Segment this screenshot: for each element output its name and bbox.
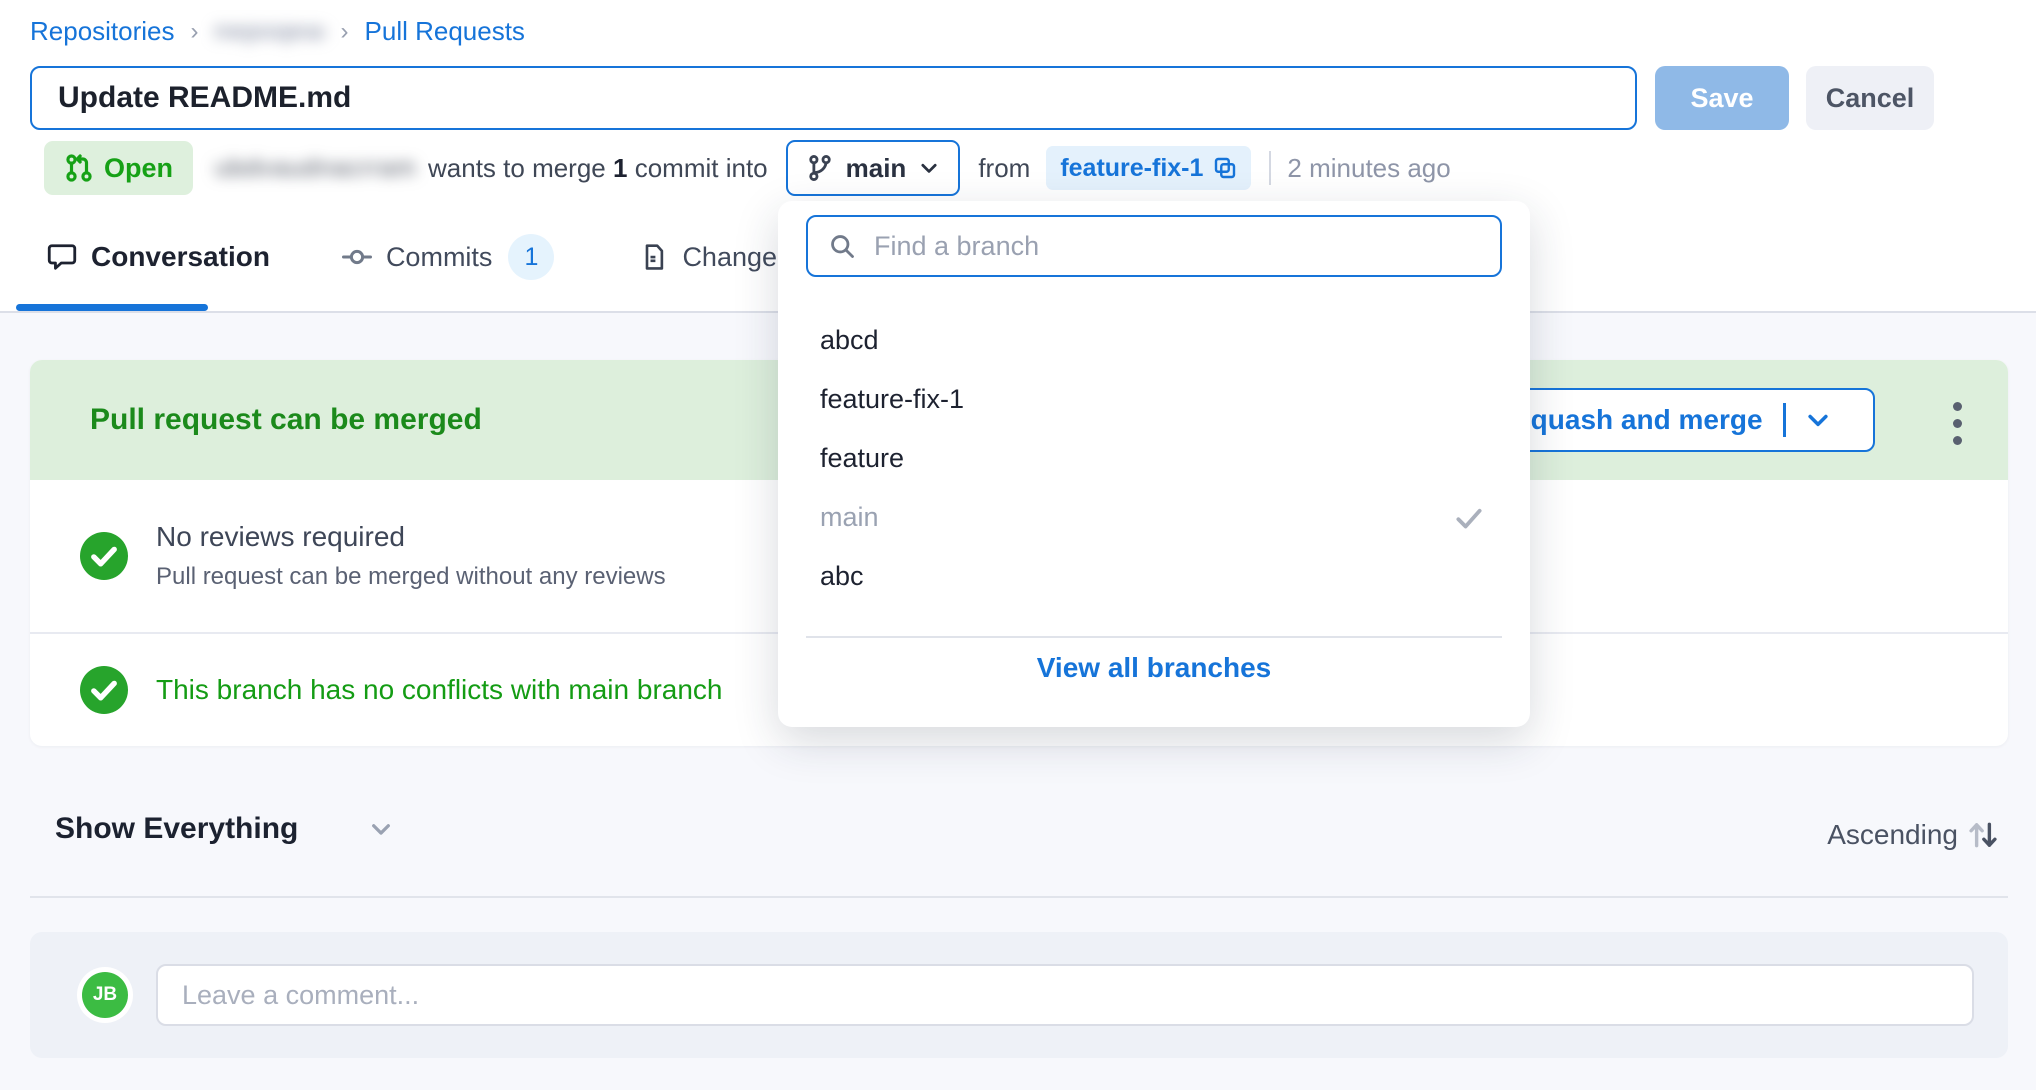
panel-divider (806, 636, 1502, 638)
branch-search (806, 215, 1502, 277)
sort-order-label: Ascending (1827, 819, 1958, 850)
breadcrumb-repo-name-redacted[interactable]: nepoqeam (214, 17, 325, 45)
chevron-down-icon (372, 824, 391, 835)
avatar: JB (82, 972, 128, 1018)
breadcrumb-pull-requests[interactable]: Pull Requests (364, 16, 525, 46)
status-badge: Open (44, 141, 194, 195)
tab-conversation[interactable]: Conversation (47, 241, 270, 273)
tab-changes-label: Change (682, 241, 778, 272)
head-branch-label: feature-fix-1 (1060, 153, 1204, 182)
author-name-redacted: ubdvaudnacrram (215, 153, 417, 182)
base-branch-dropdown[interactable]: main (785, 140, 961, 196)
search-icon (831, 235, 854, 258)
breadcrumb: Repositories › nepoqeam › Pull Requests (30, 16, 525, 47)
show-filter-dropdown[interactable]: Show Everything (55, 812, 394, 846)
merge-button-label: Squash and merge (1512, 404, 1763, 435)
tab-conversation-label: Conversation (91, 241, 270, 272)
timestamp: 2 minutes ago (1287, 152, 1451, 183)
check-circle-icon (80, 532, 128, 580)
branch-option-feature[interactable]: feature (820, 443, 905, 473)
pr-meta-row: Open ubdvaudnacrram wants to merge 1 com… (44, 140, 1451, 196)
status-label: Open (104, 152, 174, 183)
sort-order-toggle[interactable]: Ascending (1827, 818, 2000, 852)
commit-icon (341, 249, 372, 265)
breadcrumb-repositories[interactable]: Repositories (30, 16, 175, 46)
review-status-row: No reviews required Pull request can be … (30, 480, 2008, 632)
chevron-down-icon[interactable] (1804, 406, 1832, 434)
breadcrumb-separator: › (190, 17, 199, 45)
review-status-subtitle: Pull request can be merged without any r… (156, 563, 666, 590)
merge-banner-title: Pull request can be merged (90, 403, 482, 436)
review-status-title: No reviews required (156, 521, 405, 552)
copy-icon[interactable] (1213, 156, 1237, 180)
tab-changes[interactable]: Change (640, 242, 777, 273)
show-filter-label: Show Everything (55, 812, 299, 845)
tab-commits-label: Commits (385, 241, 493, 272)
sort-arrows-icon (1969, 822, 1997, 848)
branch-option-feature-fix-1[interactable]: feature-fix-1 (820, 384, 965, 414)
base-branch-label: main (845, 152, 907, 183)
merge-sentence: wants to merge 1 commit into (428, 152, 768, 183)
speech-bubble-icon (47, 244, 77, 270)
branch-list: abcd feature-fix-1 feature main abc (778, 311, 1530, 606)
active-tab-underline (16, 304, 208, 311)
branch-search-input[interactable] (872, 220, 1500, 272)
chevron-down-icon (921, 163, 937, 173)
git-branch-icon (808, 155, 831, 181)
comment-input[interactable] (156, 964, 1974, 1026)
cancel-button[interactable]: Cancel (1806, 66, 1934, 130)
check-circle-icon (80, 666, 128, 714)
branch-option-main-selected[interactable]: main (778, 488, 1530, 547)
document-icon (646, 244, 664, 270)
branch-dropdown-panel: abcd feature-fix-1 feature main abc View… (778, 201, 1530, 727)
meta-divider (1269, 151, 1272, 185)
commits-count-badge: 1 (508, 234, 555, 280)
branch-option-abcd[interactable]: abcd (820, 325, 879, 355)
conflict-status-row: This branch has no conflicts with main b… (30, 634, 2008, 746)
conflict-status-text: This branch has no conflicts with main b… (156, 674, 723, 705)
view-all-branches-link[interactable]: View all branches (1036, 652, 1272, 683)
head-branch-pill[interactable]: feature-fix-1 (1046, 146, 1252, 190)
from-label: from (978, 152, 1031, 183)
kebab-menu-icon[interactable] (1947, 396, 1968, 451)
timeline-divider (30, 896, 2008, 898)
branch-option-abc[interactable]: abc (820, 561, 864, 591)
pull-request-icon (66, 154, 92, 182)
merge-button-divider (1782, 403, 1786, 437)
comment-card: JB (30, 932, 2008, 1058)
selected-check-icon (1456, 508, 1482, 528)
pr-title-input[interactable] (30, 66, 1637, 130)
save-button[interactable]: Save (1655, 66, 1789, 130)
breadcrumb-separator: › (340, 17, 349, 45)
commit-count: 1 (613, 152, 628, 183)
tab-commits[interactable]: Commits 1 (341, 234, 555, 280)
pr-tabs: Conversation Commits 1 Change (47, 234, 777, 280)
